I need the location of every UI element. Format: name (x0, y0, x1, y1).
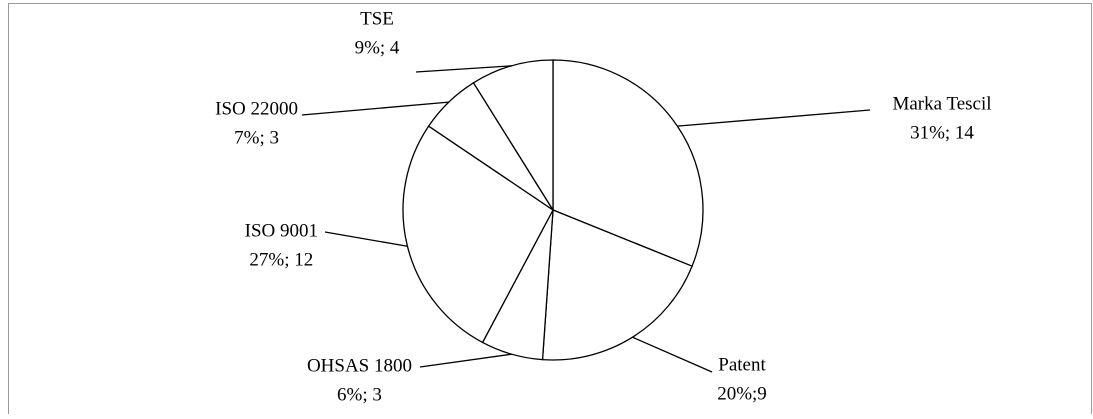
slice-label: ISO 22000 (215, 98, 298, 119)
leader-line (632, 336, 713, 373)
slice-label: TSE (360, 8, 394, 29)
slice-label: OHSAS 1800 (307, 355, 412, 376)
slice-value-label: 31%; 14 (910, 122, 974, 143)
slice-label: ISO 9001 (245, 220, 318, 241)
slice-value-label: 27%; 12 (249, 249, 313, 270)
leader-line (419, 353, 512, 368)
slice-value-label: 6%; 3 (337, 384, 382, 405)
leader-line (301, 101, 449, 116)
pie-slice (541, 209, 693, 361)
pie-slice (472, 59, 554, 213)
chart-frame (8, 3, 1092, 419)
leader-line (677, 109, 871, 127)
slice-value-label: 7%; 3 (234, 127, 279, 148)
leader-line (415, 65, 512, 73)
slice-label: Patent (718, 354, 766, 375)
slice-value-label: 9%; 4 (355, 37, 400, 58)
slice-value-label: 20%;9 (717, 383, 767, 404)
leader-line (324, 231, 408, 247)
slice-label: Marka Tescil (892, 93, 991, 114)
pie-slice (402, 125, 554, 344)
pie-slice (552, 59, 704, 268)
